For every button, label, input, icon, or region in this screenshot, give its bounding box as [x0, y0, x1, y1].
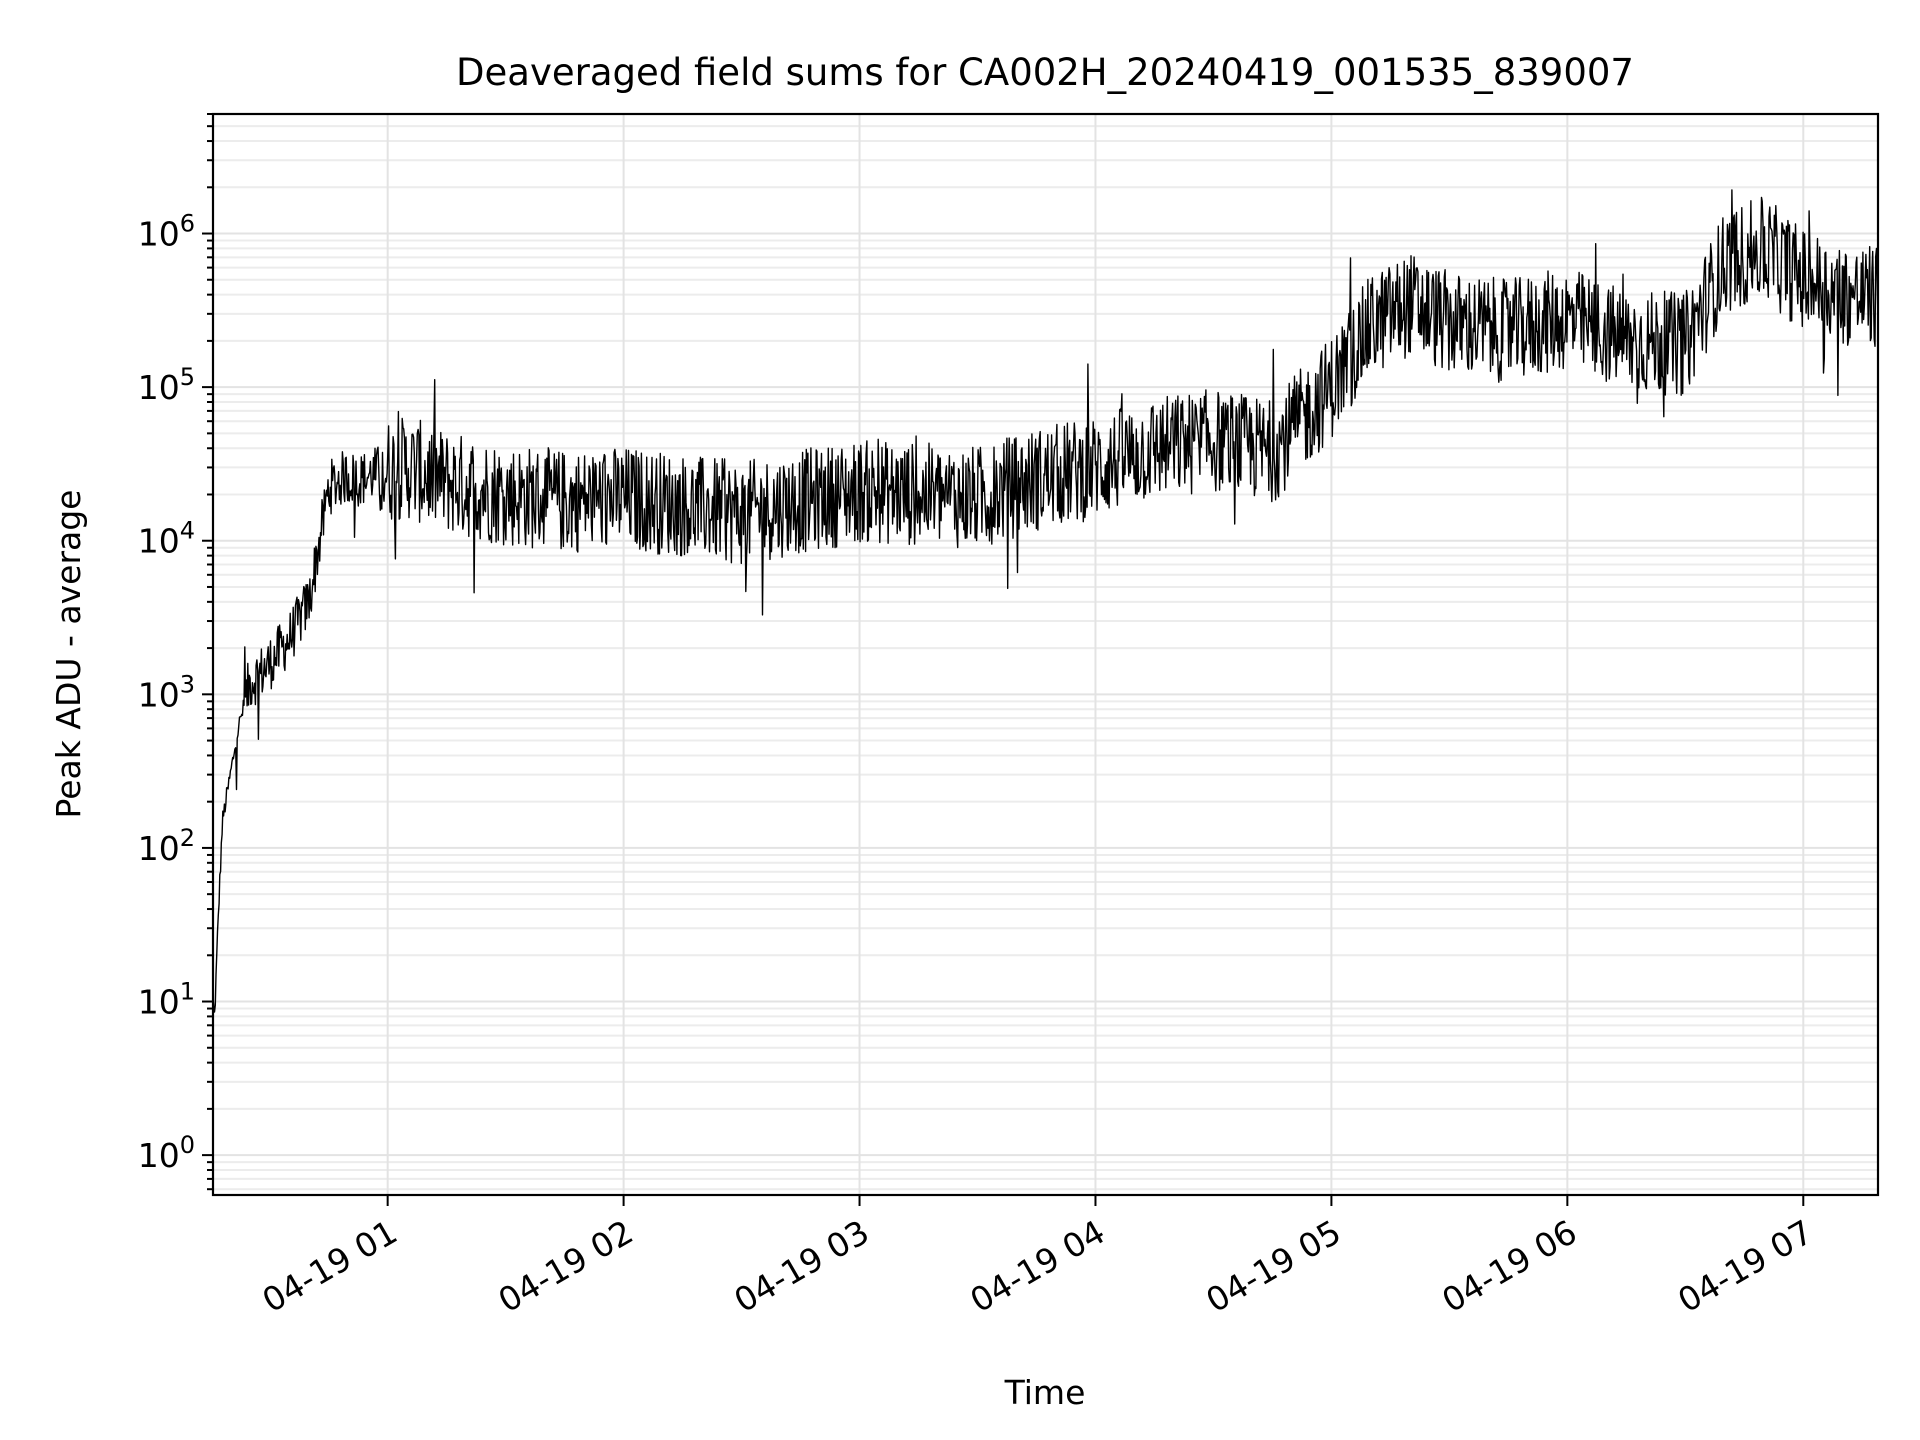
series-layer: [212, 189, 1879, 1013]
x-tick-label: 04-19 02: [492, 1212, 640, 1320]
y-axis-label: Peak ADU - average: [49, 490, 88, 819]
y-tick-labels: 100 101 102 103 104 105 106: [138, 210, 195, 1176]
y-tick-label: 101: [138, 978, 195, 1022]
plot-frame: [211, 112, 1880, 1197]
y-tick-label: 100: [138, 1131, 195, 1175]
chart-title: Deaveraged field sums for CA002H_2024041…: [456, 51, 1634, 94]
series-line: [212, 189, 1879, 1013]
x-tick-label: 04-19 07: [1671, 1212, 1819, 1320]
x-tick-labels: 04-19 01 04-19 02 04-19 03 04-19 04 04-19 05…: [256, 1212, 1820, 1320]
x-axis-label: Time: [1004, 1373, 1086, 1412]
x-tick-label: 04-19 05: [1199, 1212, 1347, 1320]
x-tick-label: 04-19 01: [256, 1212, 404, 1320]
tick-marks: [202, 113, 1805, 1206]
y-tick-label: 102: [138, 824, 195, 868]
y-tick-label: 103: [138, 670, 195, 714]
y-tick-label: 105: [138, 363, 195, 407]
x-tick-label: 04-19 06: [1435, 1212, 1583, 1320]
x-tick-label: 04-19 03: [728, 1212, 876, 1320]
y-tick-label: 104: [138, 517, 195, 561]
y-tick-label: 106: [138, 210, 195, 254]
x-tick-label: 04-19 04: [963, 1212, 1111, 1320]
grid-lines: [213, 113, 1878, 1195]
